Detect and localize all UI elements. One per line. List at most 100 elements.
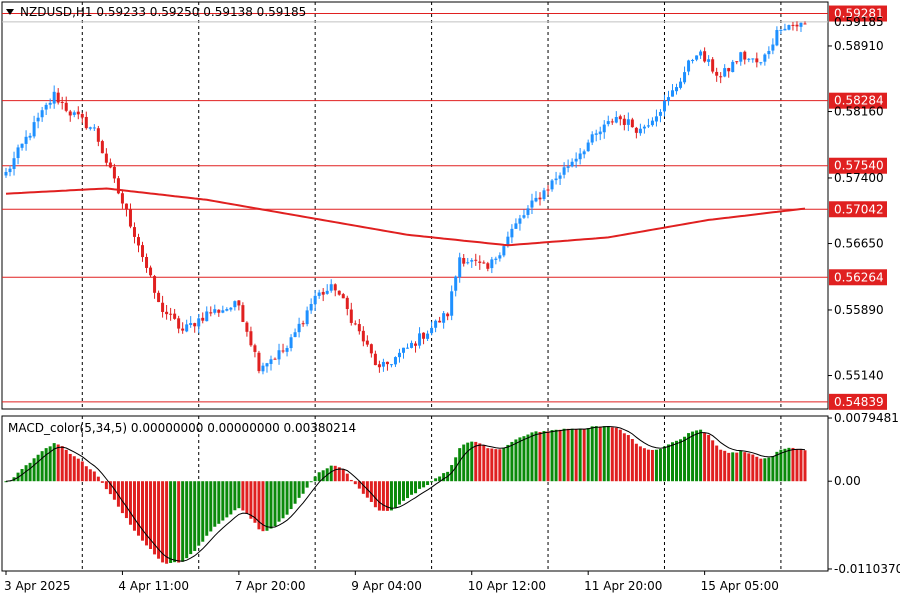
macd-bar — [293, 481, 297, 504]
current-price-label: 0.59185 — [834, 15, 884, 29]
macd-bar — [462, 444, 466, 482]
candle — [658, 109, 662, 123]
macd-bar — [76, 458, 80, 482]
main-price-panel[interactable]: 0.59281 0.58284 0.57540 0.57042 0.56264 0.548… — [1, 1, 887, 410]
candle — [389, 364, 393, 368]
candle — [193, 322, 197, 333]
macd-bar — [124, 481, 128, 519]
macd-bar — [64, 449, 68, 482]
macd-bar — [622, 433, 626, 482]
macd-bar — [84, 466, 88, 482]
triangle-down-icon[interactable] — [6, 9, 14, 15]
candle — [225, 307, 229, 312]
candle — [52, 85, 56, 109]
macd-bar — [426, 481, 430, 486]
macd-bar — [56, 444, 60, 482]
macd-bar — [104, 481, 108, 490]
candle — [201, 312, 205, 324]
candle — [169, 307, 173, 321]
candle — [229, 307, 233, 312]
candle — [161, 295, 165, 318]
candle — [120, 189, 124, 209]
macd-bar — [474, 441, 478, 482]
candle — [803, 21, 807, 25]
price-tick-label: 0.58160 — [834, 105, 884, 119]
candle — [116, 175, 120, 195]
candle — [735, 61, 739, 65]
macd-bar — [679, 439, 683, 482]
candle — [791, 21, 795, 31]
price-axis: 0.58910 0.58160 0.57400 0.56650 0.55890 0.551… — [828, 39, 884, 383]
candle — [430, 321, 434, 336]
macd-bar — [430, 481, 434, 483]
candle — [20, 143, 24, 151]
macd-bar — [52, 443, 56, 482]
macd-panel[interactable]: MACD_color(5,34,5) 0.00000000 0.00000000… — [1, 415, 829, 572]
candle — [108, 158, 112, 169]
candle — [305, 306, 309, 327]
candle — [377, 360, 381, 373]
macd-bar — [578, 428, 582, 482]
candle — [189, 316, 193, 328]
candle — [418, 327, 422, 349]
macd-bar — [36, 454, 40, 482]
candle — [594, 129, 598, 142]
macd-bar — [389, 481, 393, 511]
macd-bar — [265, 481, 269, 531]
macd-bar — [181, 481, 185, 562]
horizontal-levels[interactable]: 0.59281 0.58284 0.57540 0.57042 0.56264 0.548… — [2, 5, 887, 410]
price-tick-label: 0.56650 — [834, 237, 884, 251]
candle — [269, 355, 273, 371]
macd-bar — [112, 481, 116, 500]
macd-bar — [506, 444, 510, 482]
candle — [353, 320, 357, 326]
candle — [478, 255, 482, 270]
macd-bar — [173, 481, 177, 563]
macd-header: MACD_color(5,34,5) 0.00000000 0.00000000… — [8, 421, 356, 435]
macd-bar — [88, 469, 92, 482]
candle — [610, 118, 614, 125]
candle — [153, 274, 157, 299]
macd-bar — [385, 481, 389, 511]
candle — [558, 172, 562, 186]
macd-bar — [269, 481, 273, 529]
candle — [289, 334, 293, 352]
level-price-label: 0.56264 — [834, 270, 884, 284]
candle — [149, 265, 153, 278]
candle — [128, 203, 132, 229]
macd-bar — [229, 481, 233, 515]
macd-bar — [779, 449, 783, 482]
candle — [731, 59, 735, 73]
macd-bar — [241, 481, 245, 511]
candle — [534, 191, 538, 203]
candle — [84, 111, 88, 130]
macd-bar — [321, 470, 325, 482]
candle — [357, 319, 361, 335]
candle — [337, 290, 341, 296]
macd-bar — [373, 481, 377, 508]
macd-bar — [245, 481, 249, 514]
candle — [265, 362, 269, 373]
macd-bar — [486, 448, 490, 482]
symbol-header: NZDUSD,H1 0.59233 0.59250 0.59138 0.5918… — [20, 5, 306, 19]
macd-bar — [397, 481, 401, 505]
macd-bar — [414, 481, 418, 494]
macd-bar — [554, 429, 558, 482]
candle — [739, 51, 743, 66]
candle — [293, 328, 297, 338]
macd-bar — [747, 453, 751, 482]
macd-bar — [381, 481, 385, 511]
macd-bar — [438, 476, 442, 482]
macd-bar — [361, 481, 365, 494]
time-axis: 3 Apr 2025 4 Apr 11:00 7 Apr 20:00 9 Apr 04… — [4, 571, 779, 593]
macd-bar — [273, 481, 277, 527]
macd-bar — [32, 458, 36, 482]
macd-bar — [458, 448, 462, 482]
candle — [285, 345, 289, 357]
macd-bar — [434, 478, 438, 482]
macd-bar — [377, 481, 381, 511]
macd-bar — [574, 428, 578, 482]
macd-bar — [410, 481, 414, 495]
macd-bar — [590, 426, 594, 482]
